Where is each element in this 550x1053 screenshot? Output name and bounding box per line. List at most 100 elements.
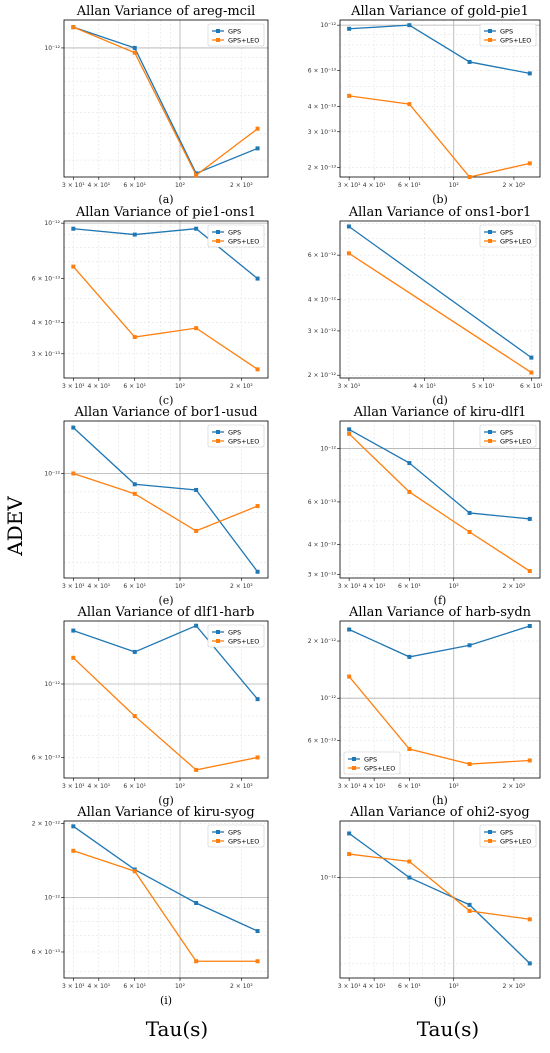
axes-frame (63, 420, 269, 579)
series-line (72, 266, 258, 370)
data-point (194, 900, 199, 905)
panel-title: Allan Variance of dlf1-harb (77, 605, 255, 620)
data-point (527, 71, 532, 76)
series-line (348, 225, 532, 359)
legend-marker (488, 239, 492, 243)
axes-frame (339, 19, 541, 178)
legend-marker (352, 757, 356, 761)
data-point (71, 848, 76, 853)
panel-4: 2 × 10⁻¹² 3 × 10⁻¹² 4 × 10⁻¹² 6 × 10⁻¹² 3 × … (308, 205, 544, 407)
data-point (467, 59, 472, 64)
data-point (194, 767, 199, 772)
data-point (527, 961, 532, 966)
x-tick-label: 2 × 10² (230, 383, 253, 390)
data-point (132, 491, 137, 496)
data-point (255, 755, 260, 760)
panel-5: 10⁻¹² 3 × 10¹ 4 × 10¹ 6 × 10¹ 10² 2 × 10² GPSG… (44, 405, 269, 607)
panel-caption: (f) (434, 594, 447, 607)
legend-marker (488, 439, 492, 443)
panel-3: 3 × 10⁻¹³ 4 × 10⁻¹³ 6 × 10⁻¹³ 10⁻¹² 3 × 10¹ 4… (32, 205, 269, 407)
data-point (347, 674, 352, 679)
legend-label: GPS+LEO (364, 764, 395, 772)
panel-caption: (i) (160, 994, 172, 1007)
panel-2: 2 × 10⁻¹³ 3 × 10⁻¹³ 4 × 10⁻¹³ 6 × 10⁻¹³ 10⁻¹… (308, 4, 541, 206)
legend-marker (216, 639, 220, 643)
y-tick-label: 3 × 10⁻¹³ (308, 129, 337, 136)
data-point (527, 516, 532, 521)
y-tick-label: 10⁻¹² (320, 22, 336, 29)
series-line (349, 853, 530, 920)
legend-label: GPS+LEO (228, 837, 259, 845)
x-tick-label: 10² (449, 783, 460, 790)
legend-label: GPS (500, 228, 513, 236)
legend-marker (216, 230, 220, 234)
legend-label: GPS+LEO (228, 36, 259, 44)
y-tick-label: 6 × 10⁻¹² (308, 252, 337, 259)
x-tick-label: 2 × 10² (230, 783, 253, 790)
x-tick-label: 4 × 10¹ (413, 383, 436, 390)
panel-title: Allan Variance of pie1-ons1 (75, 205, 256, 220)
x-tick-label: 10² (175, 583, 186, 590)
panel-caption: (h) (432, 794, 448, 807)
data-point (71, 471, 76, 476)
legend-marker (488, 830, 492, 834)
data-point (467, 510, 472, 515)
y-tick-label: 10⁻¹² (320, 445, 336, 452)
legend-label: GPS (228, 828, 241, 836)
series-line (348, 433, 531, 572)
data-point (467, 530, 472, 535)
data-point (347, 431, 352, 436)
y-tick-label: 10⁻¹² (44, 45, 60, 52)
x-tick-label: 10² (175, 783, 186, 790)
x-tick-label: 10² (175, 182, 186, 189)
y-tick-label: 4 × 10⁻¹³ (32, 320, 61, 327)
series-line (73, 26, 258, 175)
panel-caption: (g) (158, 794, 174, 807)
data-point (255, 929, 260, 934)
series-line (73, 228, 258, 280)
x-tick-label: 5 × 10¹ (472, 383, 495, 390)
panel-caption: (d) (432, 394, 448, 407)
panel-title: Allan Variance of ons1-bor1 (348, 205, 531, 220)
x-tick-label: 4 × 10¹ (87, 182, 110, 189)
data-point (194, 623, 199, 628)
data-point (255, 146, 260, 151)
legend-marker (216, 29, 220, 33)
y-tick-label: 10⁻¹² (44, 681, 60, 688)
panel-7: 6 × 10⁻¹³ 10⁻¹² 3 × 10¹ 4 × 10¹ 6 × 10¹ 10² 2 … (32, 605, 269, 807)
series-line (348, 428, 530, 520)
data-point (71, 264, 76, 269)
series-line (348, 832, 531, 964)
legend-label: GPS (500, 828, 513, 836)
legend-marker (216, 630, 220, 634)
y-tick-label: 10⁻¹² (44, 895, 60, 902)
series-line (72, 825, 258, 932)
axes-frame (63, 820, 269, 979)
x-tick-label: 4 × 10¹ (87, 583, 110, 590)
legend-label: GPS+LEO (500, 437, 531, 445)
y-tick-label: 4 × 10⁻¹³ (308, 541, 337, 548)
y-tick-label: 4 × 10⁻¹² (308, 296, 337, 303)
data-point (527, 758, 532, 763)
y-tick-label: 2 × 10⁻¹² (308, 372, 337, 379)
panel-title: Allan Variance of ohi2-syog (349, 805, 529, 820)
x-tick-label: 6 × 10¹ (520, 383, 543, 390)
data-point (529, 370, 534, 375)
panel-title: Allan Variance of kiru-dlf1 (353, 405, 527, 420)
data-point (407, 489, 412, 494)
legend-marker (216, 439, 220, 443)
data-point (71, 425, 76, 430)
panel-caption: (c) (159, 394, 174, 407)
panel-9: 6 × 10⁻¹³ 10⁻¹² 2 × 10⁻¹² 3 × 10¹ 4 × 10¹ 6 ×… (32, 805, 269, 1007)
legend-label: GPS+LEO (500, 36, 531, 44)
legend-marker (216, 430, 220, 434)
panel-title: Allan Variance of harb-sydn (348, 605, 532, 620)
data-point (527, 161, 532, 166)
x-tick-label: 6 × 10¹ (398, 783, 421, 790)
x-tick-label: 4 × 10¹ (87, 983, 110, 990)
